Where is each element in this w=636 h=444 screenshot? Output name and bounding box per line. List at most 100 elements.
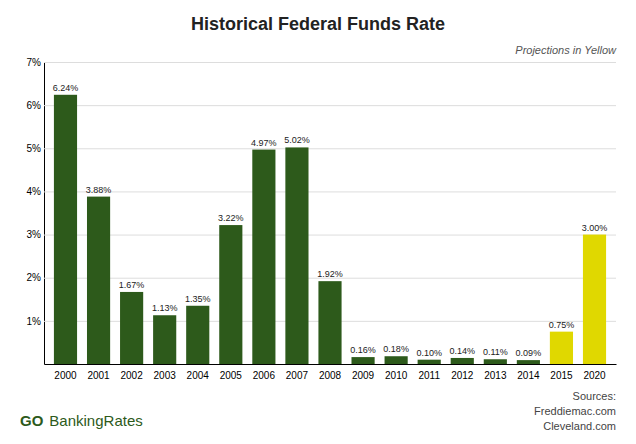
data-label: 4.97%: [251, 138, 277, 148]
x-tick-label: 2000: [54, 370, 77, 381]
data-label: 0.09%: [516, 348, 542, 358]
bar: [385, 356, 408, 364]
y-tick: 4%: [27, 186, 616, 197]
logo-go: GO: [20, 412, 44, 429]
logo-brand: BankingRates: [49, 412, 142, 429]
data-labels: 6.24% 3.88% 1.67% 1.13% 1.35% 3.22% 4.97% 5.02%…: [53, 83, 608, 358]
x-tick: 2011: [418, 370, 440, 381]
x-tick-label: 2003: [154, 370, 177, 381]
data-label: 3.22%: [218, 213, 244, 223]
data-label: 1.13%: [152, 303, 178, 313]
title: Historical Federal Funds Rate: [191, 14, 445, 34]
data-label: 0.16%: [350, 345, 376, 355]
data-label: 0.11%: [483, 347, 508, 357]
bar: [318, 281, 341, 364]
y-tick-label: 1%: [27, 316, 42, 327]
bar: [285, 147, 308, 364]
bar: [418, 360, 441, 364]
bar: [451, 358, 474, 364]
annotation: Projections in Yellow: [515, 44, 617, 56]
grid-line: [44, 235, 616, 236]
bar: [186, 306, 209, 364]
x-tick-label: 2011: [418, 370, 440, 381]
grid-line: [44, 148, 616, 149]
bar: [583, 235, 606, 364]
x-tick: 2005: [220, 370, 243, 381]
x-tick-label: 2001: [87, 370, 110, 381]
bar: [54, 95, 77, 364]
grid-line: [44, 105, 616, 106]
x-tick: 2001: [87, 370, 110, 381]
data-label: 5.02%: [284, 135, 310, 145]
bar: [484, 359, 507, 364]
sources-text: Cleveland.com: [543, 420, 616, 432]
y-tick-label: 7%: [27, 57, 42, 68]
y-axis: 1% 2% 3% 4% 5% 6% 7%: [27, 57, 616, 365]
bar: [550, 332, 573, 364]
y-tick: 6%: [27, 100, 616, 111]
bar: [219, 225, 242, 364]
data-label: 0.14%: [449, 346, 475, 356]
data-label: 0.18%: [383, 344, 409, 354]
x-tick-label: 2007: [286, 370, 309, 381]
data-label: 1.35%: [185, 294, 211, 304]
sources-text: Sources:: [573, 390, 616, 402]
x-tick-label: 2009: [352, 370, 375, 381]
x-tick: 2014: [517, 370, 540, 381]
x-tick: 2004: [187, 370, 210, 381]
data-label: 3.00%: [582, 223, 608, 233]
y-tick: 3%: [27, 229, 616, 240]
x-tick: 2007: [286, 370, 309, 381]
data-label: 0.75%: [549, 320, 575, 330]
y-axis-line: [44, 63, 45, 365]
x-tick-label: 2015: [550, 370, 573, 381]
chart: Historical Federal Funds Rate 1% 2% 3% 4% 5% 6…: [0, 0, 636, 444]
bar: [517, 360, 540, 364]
y-tick: 7%: [27, 57, 616, 68]
plot: 1%2%3%4%5%6%7%20002001200220032004200520…: [27, 57, 617, 381]
x-tick-label: 2006: [253, 370, 276, 381]
y-tick-label: 4%: [27, 186, 42, 197]
data-label: 3.88%: [86, 185, 112, 195]
y-tick-label: 6%: [27, 100, 42, 111]
data-label: 0.10%: [416, 348, 442, 358]
x-tick: 2008: [319, 370, 342, 381]
x-tick: 2012: [451, 370, 474, 381]
x-tick: 2020: [583, 370, 606, 381]
grid-line: [44, 191, 616, 192]
x-tick: 2003: [154, 370, 177, 381]
x-tick: 2013: [484, 370, 507, 381]
data-label: 1.92%: [317, 269, 343, 279]
x-tick-label: 2004: [187, 370, 210, 381]
x-tick: 2000: [54, 370, 77, 381]
x-tick-label: 2008: [319, 370, 342, 381]
x-axis: 2000 2001 2002 2003 2004 2005 2006 2007 2008 2009…: [45, 365, 617, 382]
data-label: 6.24%: [53, 83, 79, 93]
x-tick: 2009: [352, 370, 375, 381]
sources-text: Freddiemac.com: [534, 405, 616, 417]
bar: [153, 315, 176, 364]
y-tick-label: 2%: [27, 272, 42, 283]
logo: GO BankingRates: [20, 412, 143, 429]
grid-line: [44, 62, 616, 63]
y-tick: 5%: [27, 143, 616, 154]
bar: [252, 150, 275, 364]
bar: [87, 197, 110, 364]
x-tick-label: 2005: [220, 370, 243, 381]
x-tick-label: 2002: [120, 370, 143, 381]
y-tick-label: 3%: [27, 229, 42, 240]
x-tick-label: 2010: [385, 370, 408, 381]
x-axis-line: [45, 364, 617, 365]
x-tick-label: 2012: [451, 370, 474, 381]
y-tick-label: 5%: [27, 143, 42, 154]
x-tick: 2006: [253, 370, 276, 381]
x-tick: 2015: [550, 370, 573, 381]
x-tick: 2010: [385, 370, 408, 381]
x-tick-label: 2013: [484, 370, 507, 381]
bars: [54, 95, 606, 364]
bar: [120, 292, 143, 364]
x-tick-label: 2014: [517, 370, 540, 381]
x-tick-label: 2020: [583, 370, 606, 381]
x-tick: 2002: [120, 370, 143, 381]
data-label: 1.67%: [119, 280, 145, 290]
